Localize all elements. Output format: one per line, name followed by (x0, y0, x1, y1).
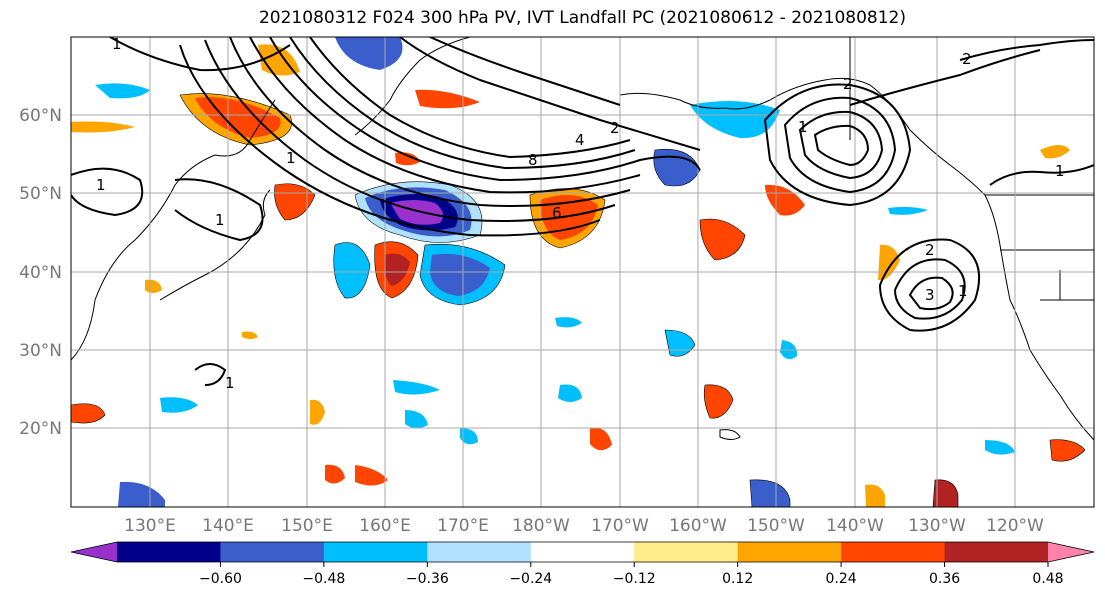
contour-label: 2 (843, 75, 853, 93)
lon-label: 170°E (437, 516, 489, 536)
ivt-contours (71, 37, 1094, 386)
colorbar-swatch (737, 542, 842, 562)
colorbar-outline (70, 541, 1095, 563)
contour-label: 4 (575, 131, 585, 149)
contour-label: 2 (610, 119, 620, 137)
lat-label: 20°N (19, 419, 62, 439)
colorbar-swatch (944, 542, 1049, 562)
page-title: 2021080312 F024 300 hPa PV, IVT Landfall… (258, 8, 906, 28)
colorbar-tick-label: −0.36 (406, 571, 449, 587)
colorbar-swatch (427, 542, 532, 562)
lon-label: 130°W (908, 516, 966, 536)
graticule (71, 37, 1094, 507)
map-panel (70, 36, 1095, 508)
contour-labels: 1 1 1 1 2 2 2 3 1 1 8 6 4 2 1 1 (96, 35, 1065, 392)
colorbar-swatch (634, 542, 739, 562)
colorbar-tick-label: −0.48 (302, 571, 345, 587)
lat-label: 30°N (19, 341, 62, 361)
contour-label: 1 (96, 176, 106, 194)
lon-label: 160°W (669, 516, 727, 536)
colorbar-tick-label: 0.36 (929, 571, 960, 587)
contour-label: 1 (286, 149, 296, 167)
latitude-labels: 60°N 50°N 40°N 30°N 20°N (19, 106, 62, 439)
lat-label: 60°N (19, 106, 62, 126)
lon-label: 140°E (202, 516, 254, 536)
colorbar-swatch (220, 542, 325, 562)
colorbar-tick-label: 0.48 (1032, 571, 1063, 587)
contour-label: 1 (215, 211, 225, 229)
colorbar-tick-label: −0.60 (199, 571, 242, 587)
colorbar: −0.60 −0.48 −0.36 −0.24 −0.12 0.12 0.24 0.36 0.4… (70, 541, 1095, 587)
contour-label: 2 (925, 241, 935, 259)
contour-label: 1 (1055, 162, 1065, 180)
colorbar-extend-high (1048, 542, 1094, 562)
colorbar-swatch (117, 542, 221, 562)
lon-label: 150°W (747, 516, 805, 536)
colorbar-tick-label: 0.24 (826, 571, 857, 587)
lon-label: 150°E (281, 516, 333, 536)
contour-label: 1 (958, 282, 968, 300)
contour-label: 8 (528, 151, 538, 169)
longitude-labels: 130°E 140°E 150°E 160°E 170°E 180°W 170°… (124, 516, 1044, 536)
colorbar-extend-low (71, 542, 117, 562)
lon-label: 170°W (591, 516, 649, 536)
contour-label: 3 (925, 286, 935, 304)
contour-label: 2 (962, 50, 972, 68)
lon-label: 160°E (359, 516, 411, 536)
contour-label: 6 (552, 204, 562, 222)
lat-label: 40°N (19, 263, 62, 283)
lon-label: 120°W (986, 516, 1044, 536)
lon-label: 180°W (512, 516, 570, 536)
lat-label: 50°N (19, 184, 62, 204)
lon-label: 130°E (124, 516, 176, 536)
colorbar-tick-label: −0.24 (509, 571, 552, 587)
contour-label: 1 (112, 35, 122, 53)
coastlines (71, 37, 1094, 441)
colorbar-swatch (841, 542, 946, 562)
contour-label: 1 (798, 118, 808, 136)
colorbar-tick-label: 0.12 (722, 571, 753, 587)
colorbar-tick-label: −0.12 (613, 571, 656, 587)
lon-label: 140°W (826, 516, 884, 536)
colorbar-swatch (323, 542, 428, 562)
colorbar-swatch (530, 542, 635, 562)
contour-label: 1 (225, 374, 235, 392)
